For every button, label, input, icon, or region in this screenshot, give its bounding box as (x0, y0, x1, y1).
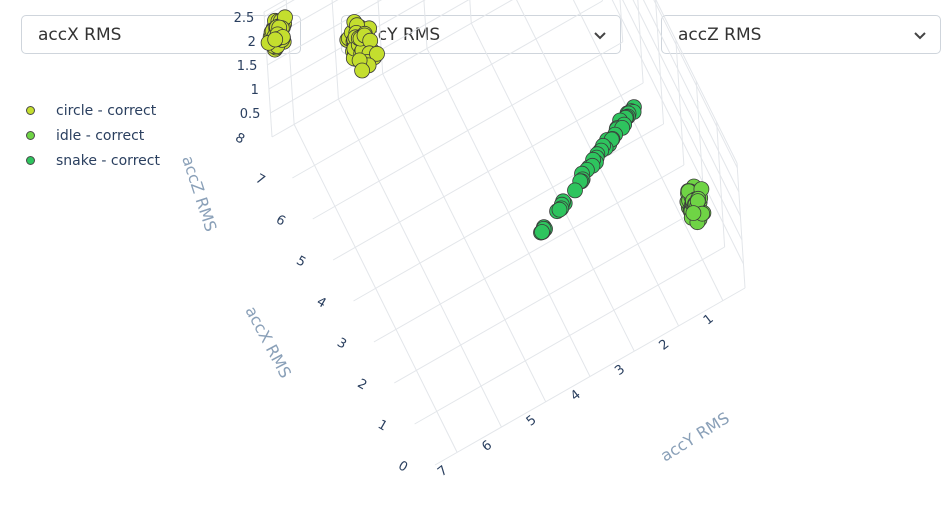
y-tick-label: 4 (568, 387, 584, 404)
z-tick-label: 0.5 (240, 107, 261, 122)
data-point-snake (534, 224, 550, 240)
x-tick-label: 8 (232, 130, 247, 147)
data-point-circle (267, 31, 284, 48)
side-wall-grid-line-x (619, 0, 624, 43)
side-wall-grid-line-z (653, 0, 738, 169)
side-wall-grid-line-x (716, 121, 726, 248)
z-tick-label: 2.5 (234, 11, 255, 26)
frame-edge (263, 0, 287, 13)
z-axis-select-value: accZ RMS (678, 24, 762, 45)
data-markers (260, 9, 712, 241)
legend-swatch-circle (26, 106, 35, 115)
x-tick-label: 1 (375, 417, 390, 434)
frame-edge (655, 0, 738, 164)
legend-item-circle[interactable]: circle - correct (26, 98, 160, 123)
z-axis-select[interactable]: accZ RMS (661, 15, 941, 54)
grid-lines (263, 0, 746, 466)
back-wall-grid-line-y (331, 0, 339, 100)
back-wall-grid-line-z (267, 0, 383, 66)
y-axis-select-value: accY RMS (358, 24, 441, 45)
data-point-circle (354, 62, 371, 79)
side-wall-grid-line-x (736, 162, 746, 289)
chart-legend: circle - correct idle - correct snake - … (26, 98, 160, 173)
x-axis-title: accX RMS (241, 303, 295, 381)
floor-grid-line-y (426, 48, 591, 377)
data-point-snake (551, 201, 568, 218)
y-tick-label: 6 (479, 438, 495, 455)
chevron-down-icon (594, 31, 606, 39)
floor-grid-line-y (470, 22, 635, 352)
back-wall-grid-line-z (270, 0, 470, 114)
side-wall-grid-line-z (611, 0, 744, 265)
y-tick-label: 3 (612, 362, 628, 379)
chevron-down-icon (914, 31, 926, 39)
x-tick-label: 3 (334, 335, 349, 352)
legend-item-idle[interactable]: idle - correct (26, 123, 160, 148)
legend-swatch-snake (26, 156, 35, 165)
legend-label-snake: snake - correct (56, 152, 160, 169)
back-wall-grid-line-y (469, 0, 472, 24)
legend-label-idle: idle - correct (56, 127, 145, 144)
y-tick-label: 1 (701, 311, 717, 328)
x-tick-label: 7 (253, 171, 268, 188)
floor-grid-line-y (382, 73, 547, 403)
data-point-circle (369, 45, 385, 62)
z-axis-title: accZ RMS (178, 153, 220, 234)
back-wall-grid-line-z (265, 0, 339, 42)
data-point-idle (685, 205, 702, 222)
side-wall-grid-line-z (642, 0, 740, 193)
y-tick-label: 2 (657, 337, 673, 354)
legend-label-circle: circle - correct (56, 102, 157, 119)
legend-item-snake[interactable]: snake - correct (26, 148, 160, 173)
side-wall-grid-line-z (622, 0, 743, 241)
x-tick-label: 0 (395, 458, 410, 475)
floor-grid-line-y (293, 124, 458, 453)
y-axis-title: accY RMS (657, 408, 733, 465)
z-tick-label: 1 (251, 83, 259, 98)
data-point-snake (567, 182, 583, 199)
side-wall-grid-line-x (655, 0, 664, 125)
x-axis-select[interactable]: accX RMS (21, 15, 301, 54)
y-tick-label: 5 (524, 413, 540, 430)
x-tick-label: 5 (294, 253, 309, 270)
z-tick-label: 2 (248, 35, 256, 50)
floor-grid-line-y (337, 98, 502, 428)
side-wall-grid-line-x (601, 0, 603, 2)
back-wall-grid-line-z (268, 0, 426, 90)
x-tick-label: 4 (314, 294, 329, 311)
back-wall-grid-line-y (423, 0, 428, 49)
floor-grid-line-x (271, 0, 513, 138)
floor-grid-line-y (572, 0, 724, 301)
y-axis-select[interactable]: accY RMS (341, 15, 621, 54)
x-tick-label: 6 (273, 212, 288, 229)
side-wall-grid-line-x (675, 39, 685, 166)
side-wall-grid-line-x (637, 0, 644, 84)
x-tick-label: 2 (355, 376, 370, 393)
side-wall-grid-line-z (632, 0, 741, 217)
legend-swatch-idle (26, 131, 35, 140)
x-axis-select-value: accX RMS (38, 24, 122, 45)
y-tick-label: 7 (435, 463, 451, 480)
z-tick-label: 1.5 (237, 59, 258, 74)
